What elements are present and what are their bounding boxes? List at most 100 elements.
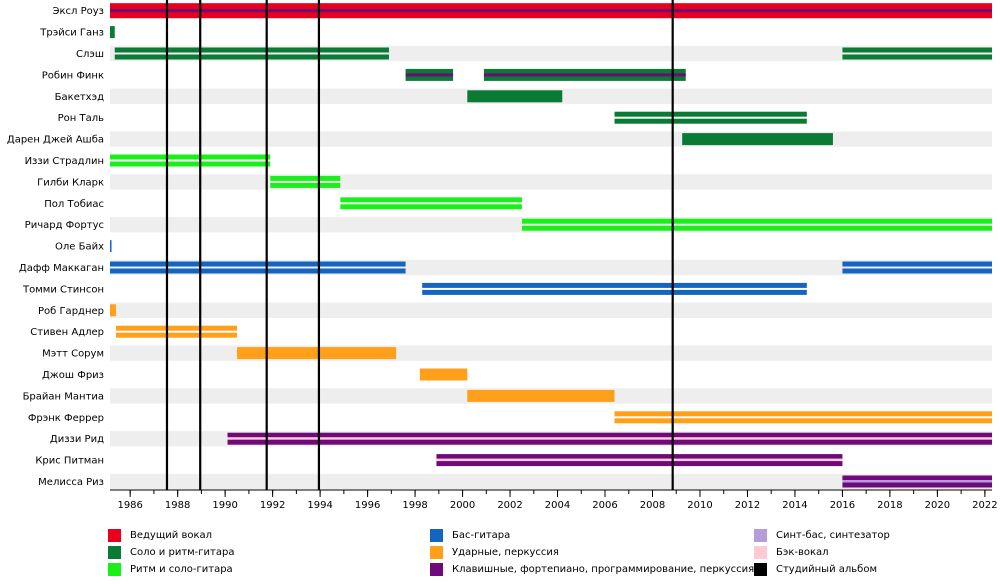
row-stripe [110, 174, 992, 190]
member-name-label: Томми Стинсон [22, 284, 104, 295]
member-name-label: Оле Байх [55, 242, 104, 253]
member-bar [842, 47, 992, 53]
member-bar [340, 197, 522, 203]
x-tick-label: 2010 [687, 500, 712, 511]
member-name-label: Бакетхэд [55, 92, 104, 103]
x-tick-label: 1998 [402, 500, 427, 511]
x-tick-label: 2016 [830, 500, 855, 511]
member-bar [110, 240, 112, 253]
member-name-label: Брайан Мантиа [23, 391, 104, 402]
x-tick-label: 1996 [355, 500, 380, 511]
x-tick-label: 2022 [972, 500, 997, 511]
legend-swatch [108, 562, 121, 576]
x-tick-label: 2006 [592, 500, 617, 511]
member-bar [682, 133, 833, 146]
member-bar [340, 204, 522, 210]
legend: Ведущий вокал Соло и ритм-гитара Ритм и … [0, 520, 1000, 580]
member-name-label: Фрэнк Феррер [28, 413, 104, 424]
legend-item-back-vocal: Бэк-вокал [754, 544, 829, 560]
x-tick-label: 1988 [165, 500, 190, 511]
member-name-label: Роб Гарднер [38, 306, 104, 317]
row-stripe [110, 131, 992, 147]
x-tick-label: 2018 [877, 500, 902, 511]
legend-item-lead-guitar: Соло и ритм-гитара [108, 544, 234, 560]
legend-item-drums: Ударные, перкуссия [430, 544, 559, 560]
legend-swatch [108, 545, 121, 559]
x-tick-label: 1994 [307, 500, 332, 511]
member-name-label: Робин Финк [42, 70, 104, 81]
x-tick-label: 1992 [260, 500, 285, 511]
legend-label: Студийный альбом [776, 563, 877, 575]
member-bar [614, 411, 992, 417]
member-bar [842, 482, 992, 488]
member-bar [521, 225, 992, 231]
member-bar [436, 454, 843, 460]
member-bar [114, 47, 389, 53]
member-name-label: Стивен Адлер [30, 327, 104, 338]
member-bar-secondary [227, 437, 992, 441]
member-name-label: Иззи Страдлин [25, 156, 104, 167]
member-bar [436, 461, 843, 467]
member-bar [227, 439, 992, 445]
legend-swatch [430, 545, 443, 559]
member-bar [110, 268, 406, 274]
member-name-label: Мелисса Риз [38, 477, 104, 488]
member-name-label: Рон Таль [58, 113, 104, 124]
legend-label: Ударные, перкуссия [452, 546, 559, 558]
x-tick-label: 2002 [497, 500, 522, 511]
legend-label: Синт-бас, синтезатор [776, 529, 890, 541]
member-bar [422, 289, 807, 295]
member-bar [110, 304, 116, 317]
member-bar [842, 261, 992, 267]
legend-item-vocal: Ведущий вокал [108, 527, 212, 543]
x-tick-label: 1990 [212, 500, 237, 511]
member-bar [270, 182, 341, 188]
member-bar [270, 175, 341, 181]
member-name-label: Джош Фриз [42, 370, 104, 381]
member-bar [110, 154, 271, 160]
x-tick-label: 2004 [545, 500, 570, 511]
legend-swatch [754, 545, 767, 559]
member-bar [467, 90, 563, 103]
member-bar [842, 475, 992, 481]
band-timeline-chart: Эксл Роуз Трэйси Ганз Слэш Робин Финк Бакетх… [7, 0, 998, 511]
row-stripe [110, 473, 992, 490]
legend-label: Бас-гитара [452, 529, 511, 541]
member-name-label: Трэйси Ганз [39, 28, 104, 39]
legend-item-bass: Бас-гитара [430, 527, 510, 543]
member-bar [419, 368, 468, 381]
member-bar [115, 325, 238, 331]
member-name-label: Крис Питман [35, 456, 104, 467]
legend-swatch [430, 562, 443, 576]
legend-item-synth: Синт-бас, синтезатор [754, 527, 890, 543]
legend-label: Клавишные, фортепиано, программирование,… [452, 563, 755, 575]
x-tick-label: 2020 [925, 500, 950, 511]
member-bar [237, 347, 397, 360]
member-bar [110, 261, 406, 267]
legend-swatch [108, 528, 121, 542]
member-bar [110, 161, 271, 167]
legend-item-rhythm-guitar: Ритм и соло-гитара [108, 561, 233, 577]
member-bar [842, 54, 992, 60]
legend-label: Ритм и соло-гитара [130, 563, 233, 575]
member-bar [227, 432, 992, 438]
member-bar [115, 332, 238, 338]
legend-label: Соло и ритм-гитара [130, 546, 235, 558]
member-name-label: Мэтт Сорум [42, 349, 104, 360]
member-name-label: Диззи Рид [50, 434, 104, 445]
member-bar [422, 282, 807, 288]
member-bar [614, 118, 807, 124]
x-tick-label: 2012 [735, 500, 760, 511]
member-bar-secondary [110, 9, 992, 13]
member-bar [467, 389, 615, 402]
legend-label: Бэк-вокал [776, 546, 829, 558]
member-bar [614, 418, 992, 424]
member-name-label: Эксл Роуз [53, 6, 104, 17]
legend-item-keys: Клавишные, фортепиано, программирование,… [430, 561, 754, 577]
legend-swatch [754, 528, 767, 542]
member-name-label: Ричард Фортус [25, 220, 104, 231]
x-tick-label: 2008 [640, 500, 665, 511]
member-bar [614, 111, 807, 117]
legend-item-album: Студийный альбом [754, 561, 877, 577]
member-name-label: Дарен Джей Ашба [7, 135, 104, 146]
